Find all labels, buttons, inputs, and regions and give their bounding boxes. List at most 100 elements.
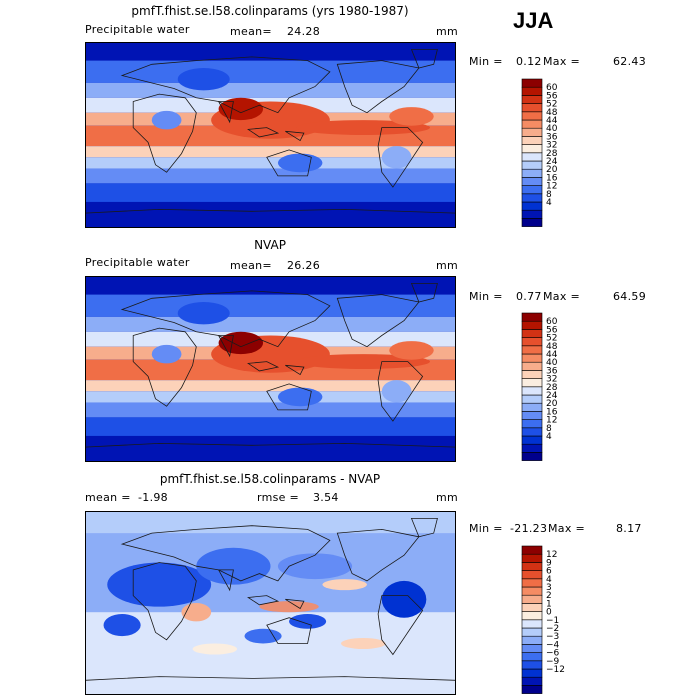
panel-3-colorbar-box xyxy=(521,685,543,694)
panel-1-field-label: Precipitable water xyxy=(85,23,190,36)
panel-2-colorbar-tick-label: 60 xyxy=(546,317,558,327)
panel-1-colorbar-box xyxy=(521,185,543,195)
panel-2-field-label: Precipitable water xyxy=(85,256,190,269)
panel-2-colorbar-box xyxy=(521,378,543,388)
panel-3-colorbar-box xyxy=(521,570,543,580)
panel-2-colorbar-tick-label: 32 xyxy=(546,375,557,385)
panel-1-colorbar-box xyxy=(521,86,543,96)
panel-2-colorbar-box xyxy=(521,320,543,330)
panel-3-colorbar-box xyxy=(521,652,543,662)
panel-1-colorbar-tick-label: 40 xyxy=(546,124,558,134)
panel-3-min-label: Min = xyxy=(469,522,503,535)
panel-2-title: NVAP xyxy=(254,238,286,252)
panel-1-colorbar-tick-label: 20 xyxy=(546,165,558,175)
panel-3-colorbar-box xyxy=(521,545,543,555)
panel-3-colorbar-box xyxy=(521,660,543,670)
panel-2-colorbar-tick-label: 56 xyxy=(546,325,558,335)
panel-2-colorbar-tick-label: 40 xyxy=(546,358,558,368)
panel-2-colorbar-box xyxy=(521,361,543,371)
panel-1-colorbar-box xyxy=(521,218,543,227)
panel-3-colorbar-tick-label: 12 xyxy=(546,550,557,560)
panel-1-max-label: Max = xyxy=(543,55,580,68)
panel-3-mean-label: mean = xyxy=(85,491,131,504)
panel-1-min-value: 0.12 xyxy=(516,55,542,68)
panel-2-colorbar-tick-label: 20 xyxy=(546,399,558,409)
panel-2-map xyxy=(85,276,456,462)
panel-1-colorbar-box xyxy=(521,103,543,113)
panel-1-colorbar-box xyxy=(521,144,543,154)
panel-3-colorbar-tick-label: 6 xyxy=(546,567,552,577)
panel-1-colorbar-tick-label: 16 xyxy=(546,173,558,183)
panel-3-colorbar-box xyxy=(521,644,543,653)
panel-2-colorbar-box xyxy=(521,443,543,453)
panel-1-colorbar-tick-label: 52 xyxy=(546,100,557,110)
panel-3-colorbar-tick-label: −1 xyxy=(546,616,559,626)
panel-3-colorbar-tick-label: −6 xyxy=(546,649,560,659)
panel-1-colorbar-box xyxy=(521,136,543,145)
panel-1-mean-value: 24.28 xyxy=(287,25,320,38)
panel-2-colorbar-tick-label: 44 xyxy=(546,350,558,360)
panel-3-colorbar-box xyxy=(521,586,543,596)
panel-3-colorbar-box xyxy=(521,553,543,563)
panel-2-colorbar-box xyxy=(521,370,543,379)
panel-2-mean-value: 26.26 xyxy=(287,259,320,272)
panel-1-colorbar-tick-label: 12 xyxy=(546,182,557,192)
panel-3-map xyxy=(85,511,456,695)
panel-3-colorbar-tick-label: −9 xyxy=(546,657,560,667)
panel-3-colorbar-tick-label: −4 xyxy=(546,640,560,650)
panel-1-colorbar-box xyxy=(521,160,543,170)
panel-2-colorbar-box xyxy=(521,452,543,461)
panel-3-colorbar-tick-label: 4 xyxy=(546,575,552,585)
panel-1-min-label: Min = xyxy=(469,55,503,68)
panel-1-colorbar-box xyxy=(521,152,543,162)
panel-1-colorbar-tick-label: 28 xyxy=(546,149,558,159)
panel-2-colorbar-box xyxy=(521,427,543,437)
panel-3-title: pmfT.fhist.se.l58.colinparams - NVAP xyxy=(159,472,381,486)
panel-3-rmse-value: 3.54 xyxy=(313,491,339,504)
panel-2-colorbar-box xyxy=(521,386,543,396)
panel-1-colorbar-tick-label: 32 xyxy=(546,141,557,151)
panel-3-colorbar-tick-label: −3 xyxy=(546,632,559,642)
panel-3-min-value: -21.23 xyxy=(510,522,548,535)
panel-2-colorbar-box xyxy=(521,353,543,363)
panel-1-colorbar-tick-label: 44 xyxy=(546,116,558,126)
panel-3-colorbar-box xyxy=(521,603,543,612)
panel-2-colorbar-tick-label: 24 xyxy=(546,391,558,401)
panel-1-colorbar-tick-label: 4 xyxy=(546,198,552,208)
panel-3-colorbar-tick-label: 9 xyxy=(546,558,552,568)
panel-2-units: mm xyxy=(436,259,459,272)
panel-3-max-label: Max = xyxy=(548,522,585,535)
season-label: JJA xyxy=(513,8,554,33)
panel-2-max-label: Max = xyxy=(543,290,580,303)
panel-1-map xyxy=(85,42,456,228)
panel-3-colorbar-box xyxy=(521,594,543,604)
panel-1-colorbar-tick-label: 24 xyxy=(546,157,558,167)
panel-1-colorbar-tick-label: 36 xyxy=(546,132,558,142)
panel-3-colorbar-box xyxy=(521,635,543,645)
panel-1-colorbar-tick-label: 56 xyxy=(546,91,558,101)
panel-2-colorbar-tick-label: 4 xyxy=(546,432,552,442)
panel-1-colorbar-box xyxy=(521,95,543,104)
panel-3-colorbar-tick-label: 2 xyxy=(546,591,552,601)
panel-2-colorbar-box xyxy=(521,402,543,412)
panel-2-colorbar-tick-label: 36 xyxy=(546,366,558,376)
panel-1-colorbar-box xyxy=(521,168,543,178)
panel-2-colorbar-box xyxy=(521,411,543,420)
panel-2-colorbar-box xyxy=(521,419,543,429)
panel-3-colorbar-box xyxy=(521,611,543,621)
panel-1-colorbar-box xyxy=(521,119,543,129)
panel-2-colorbar-box xyxy=(521,345,543,355)
panel-3-colorbar-tick-label: 1 xyxy=(546,599,552,609)
panel-3-colorbar-box xyxy=(521,668,543,678)
panel-3-colorbar-box xyxy=(521,676,543,686)
panel-1-title: pmfT.fhist.se.l58.colinparams (yrs 1980-… xyxy=(131,4,409,18)
panel-2-colorbar-tick-label: 16 xyxy=(546,407,558,417)
panel-3-colorbar-box xyxy=(521,619,543,629)
panel-2-colorbar-box xyxy=(521,337,543,347)
panel-1-units: mm xyxy=(436,25,459,38)
panel-1-colorbar-box xyxy=(521,78,543,88)
panel-2-colorbar-tick-label: 8 xyxy=(546,424,552,434)
